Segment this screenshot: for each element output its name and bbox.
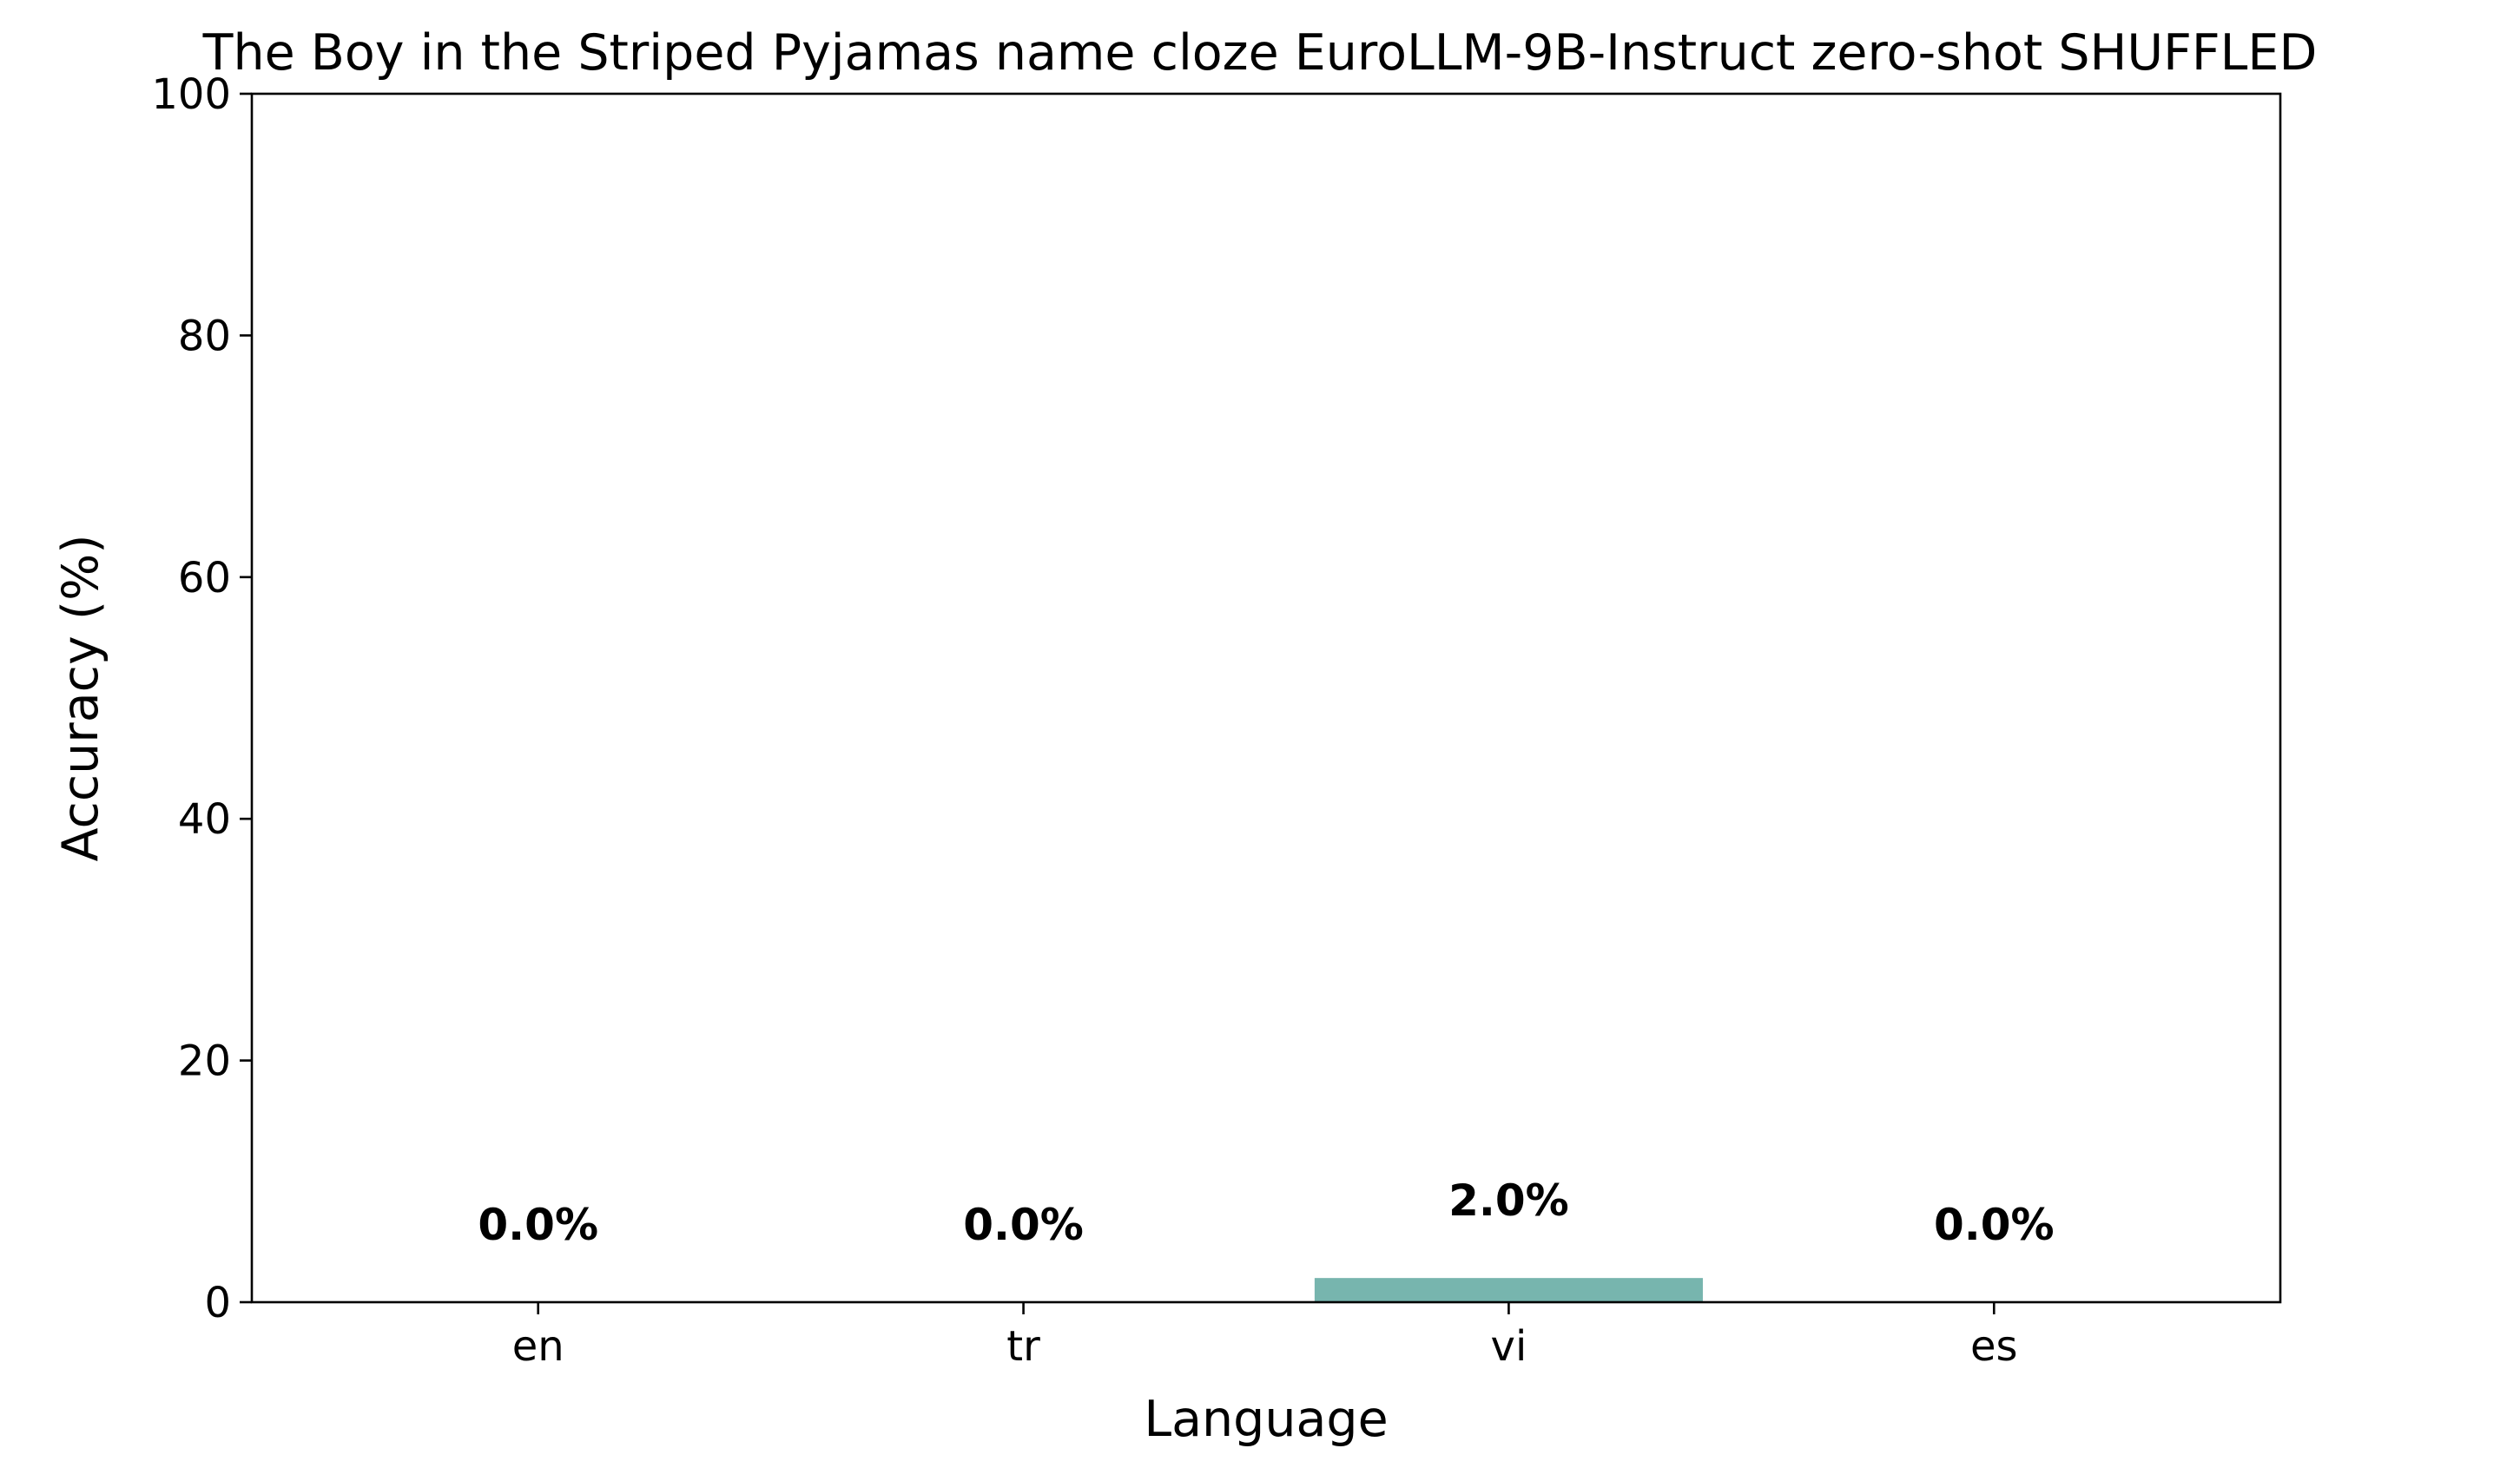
plot-frame xyxy=(250,92,2282,1304)
y-tick-label: 40 xyxy=(178,795,231,844)
y-tick-label: 100 xyxy=(151,70,231,119)
data-label-vi: 2.0% xyxy=(1448,1175,1569,1226)
data-label-es: 0.0% xyxy=(1934,1200,2055,1250)
x-tick-label-vi: vi xyxy=(1491,1322,1527,1371)
y-axis: 0 20 40 60 80 100 xyxy=(151,70,252,1327)
data-label-en: 0.0% xyxy=(478,1200,598,1250)
y-axis-label: Accuracy (%) xyxy=(52,535,109,862)
y-tick-label: 60 xyxy=(178,554,231,602)
y-tick-label: 20 xyxy=(178,1037,231,1086)
x-axis: en tr vi es xyxy=(512,1302,2018,1371)
plot-area: 0.0% 0.0% 2.0% 0.0% xyxy=(478,1175,2055,1302)
y-tick-label: 0 xyxy=(204,1279,231,1327)
bar-vi xyxy=(1314,1278,1703,1302)
chart-title: The Boy in the Striped Pyjamas name cloz… xyxy=(202,24,2318,82)
x-tick-label-en: en xyxy=(512,1322,564,1371)
y-tick-label: 80 xyxy=(178,312,231,360)
x-tick-label-tr: tr xyxy=(1006,1322,1040,1371)
x-axis-label: Language xyxy=(1144,1391,1388,1448)
x-tick-label-es: es xyxy=(1970,1322,2018,1371)
data-label-tr: 0.0% xyxy=(963,1200,1084,1250)
